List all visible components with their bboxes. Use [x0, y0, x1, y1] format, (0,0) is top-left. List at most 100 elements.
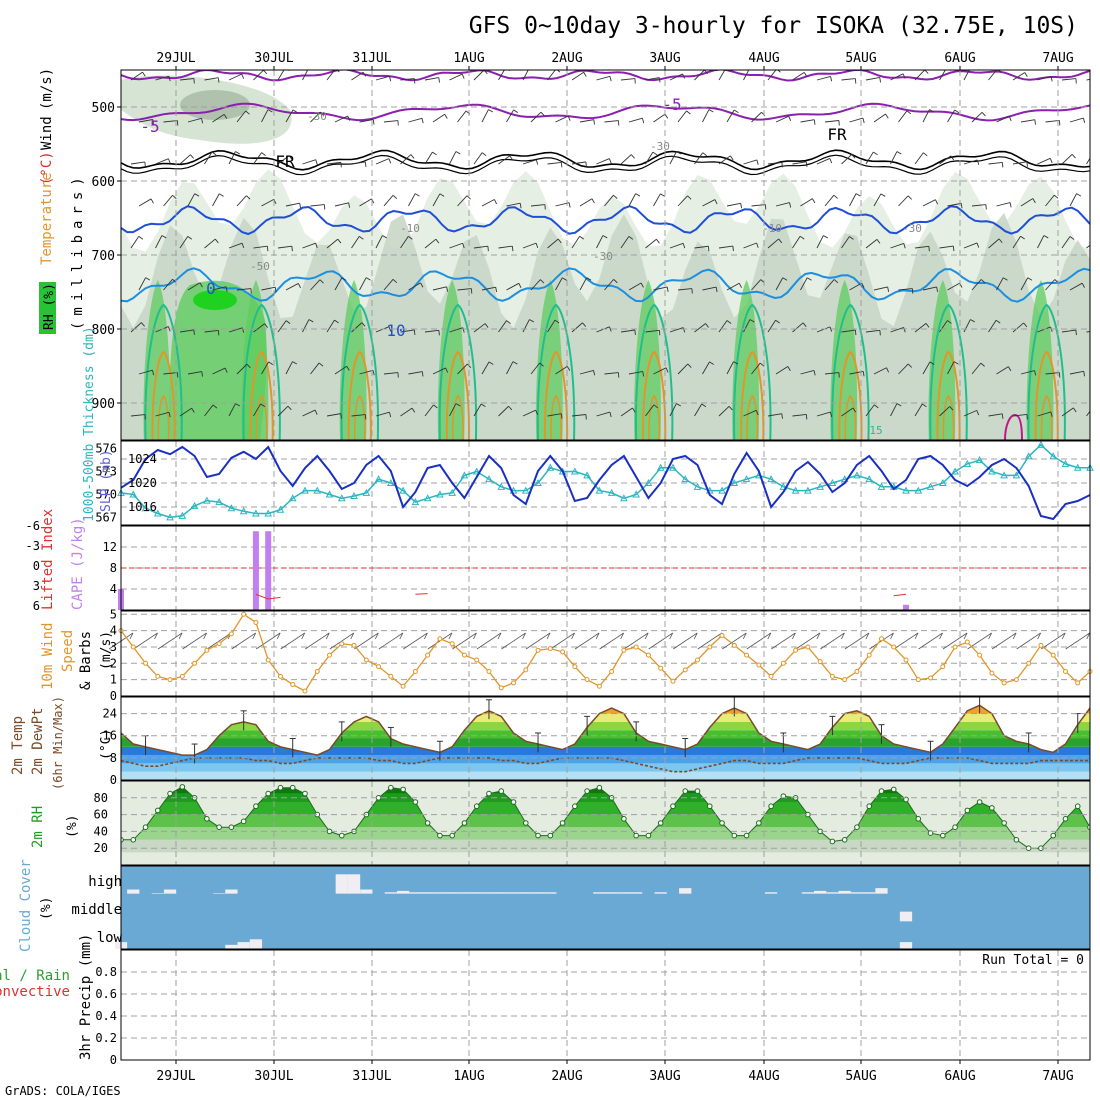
surface-wind-barb — [525, 632, 551, 650]
cloud-bar — [433, 892, 447, 894]
precip-tick: 0.2 — [95, 1031, 117, 1045]
wind-barb-flag — [308, 319, 314, 323]
wind-barb-flag — [602, 235, 608, 239]
thickness-marker — [521, 486, 530, 494]
wind-barb — [473, 152, 483, 165]
thickness-marker — [313, 486, 322, 494]
wind-barb-flag — [896, 151, 902, 155]
wind-speed-point — [621, 647, 627, 653]
cloud-bar — [458, 892, 471, 894]
wind-barb — [204, 329, 219, 333]
wind-barb — [645, 329, 660, 333]
wind-barb — [816, 411, 831, 417]
surface-wind-barb — [771, 632, 796, 650]
wind-barb — [498, 320, 507, 333]
wind-barb-flag — [1034, 370, 1037, 376]
rh-point — [1013, 837, 1020, 843]
cloud-bar — [863, 892, 876, 894]
wind-barb — [400, 407, 413, 417]
wind-barb-flag — [556, 70, 561, 73]
wind-barb — [522, 242, 537, 249]
thickness-marker — [742, 475, 751, 483]
wind-barb — [922, 199, 936, 207]
contour-20-loop — [151, 350, 176, 440]
wind-barb-flag — [1050, 411, 1053, 417]
wind-speed-point — [388, 673, 394, 679]
thickness-tick: 570 — [95, 487, 117, 501]
wind-barb-flag — [1034, 119, 1036, 125]
wind-barb-flag — [292, 109, 298, 113]
cloud-bar — [409, 892, 422, 894]
wind-barb — [359, 119, 374, 123]
li-ylabel: Lifted Index — [40, 509, 56, 610]
cape-ylabel: CAPE (J/kg) — [70, 517, 86, 610]
wind-barb-flag — [191, 408, 195, 413]
wind-barb-flag — [362, 71, 367, 77]
wind-barb-flag — [803, 72, 808, 77]
wind-barb-flag — [414, 193, 420, 197]
wind-barb-flag — [749, 319, 755, 323]
wind-barb-flag — [513, 109, 519, 113]
wind-barb-flag — [389, 76, 392, 82]
thickness-marker — [938, 478, 947, 486]
wind-barb-flag — [408, 235, 413, 240]
wind-barb — [816, 158, 831, 165]
wind-barb — [498, 245, 513, 249]
wind-barb — [163, 195, 173, 207]
wind-speed-point — [339, 641, 345, 647]
rh-high-fill — [732, 280, 760, 440]
wind-barb — [792, 161, 807, 165]
thickness-marker — [632, 490, 641, 498]
wind-barb-flag — [976, 410, 980, 416]
wind-speed-point — [1026, 660, 1032, 666]
thickness-marker — [669, 463, 677, 471]
surface-wind-barb — [1016, 632, 1041, 650]
wind-barb-flag — [142, 71, 146, 77]
wind-barb-flag — [495, 287, 498, 293]
thickness-marker — [436, 490, 444, 498]
wind-barb — [432, 367, 446, 375]
cloud-bar — [360, 889, 373, 894]
contour-label: -30 — [593, 250, 613, 263]
rh-high-fill — [1026, 280, 1054, 440]
surface-wind-barb — [918, 632, 943, 650]
wind-barb-flag — [462, 243, 465, 249]
wind-barb — [1037, 76, 1052, 81]
thickness-marker — [276, 505, 285, 513]
wind-barb — [963, 242, 978, 249]
wind-barb — [775, 277, 784, 291]
thickness-marker — [325, 490, 334, 498]
run-total-label: Run Total = 0 — [982, 953, 1084, 968]
wind-barb — [939, 406, 951, 417]
contour-freezing — [121, 149, 1090, 171]
surface-wind-barb — [157, 632, 183, 650]
wind-barb — [179, 78, 194, 81]
surface-wind-barb-flag — [939, 632, 943, 640]
wind-speed-point — [461, 652, 467, 658]
wind-barb — [424, 77, 439, 81]
wind-barb-flag — [212, 404, 218, 409]
li-tick: 3 — [33, 579, 40, 593]
wind-barb — [424, 329, 439, 333]
wind-barb — [432, 113, 445, 123]
wind-barb-flag — [297, 283, 301, 289]
wind-barb — [841, 407, 854, 417]
wind-speed-point — [327, 652, 333, 658]
rh-point — [228, 824, 235, 831]
wind-barb — [326, 70, 336, 81]
wind-barb-flag — [1082, 117, 1086, 123]
pressure-tick: 500 — [92, 101, 115, 116]
thickness-marker — [926, 482, 935, 490]
wind-barb — [694, 70, 705, 81]
wind-barb — [971, 204, 986, 207]
li-tick: 0 — [33, 559, 40, 573]
wind-barb-flag — [1026, 161, 1028, 167]
thickness-marker — [203, 496, 211, 504]
surface-wind-barb-flag — [374, 632, 379, 640]
surface-wind-barb-flag — [178, 632, 183, 640]
wind-barb-flag — [738, 283, 742, 288]
cloud-bar — [225, 889, 238, 894]
contour-15-loop — [1027, 303, 1066, 440]
wind-barb — [187, 193, 196, 207]
wind-barb — [228, 73, 242, 81]
